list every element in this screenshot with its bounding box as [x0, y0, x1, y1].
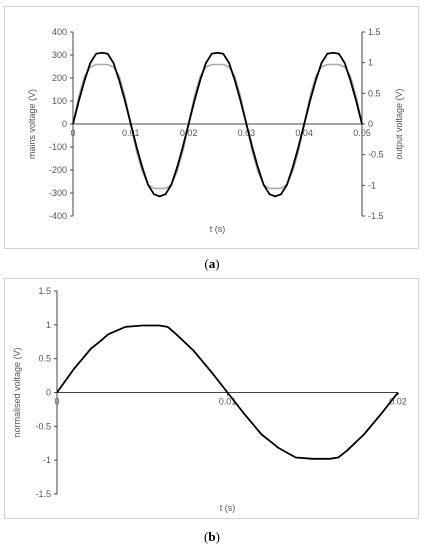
chart-b-x-axis-title: t (s): [220, 503, 236, 513]
chart-a-y-tick-label: 400: [52, 27, 67, 37]
chart-b-y-tick-label: 1.5: [38, 286, 51, 296]
chart-a-y2-tick-label: -0.5: [368, 150, 384, 160]
chart-a-x-tick-label: 0.03: [238, 128, 256, 138]
chart-b-x-tick-label: 0.01: [219, 397, 237, 407]
chart-a-y2-tick-label: 1: [368, 58, 373, 68]
chart-a-y-axis-title: mains voltage (V): [27, 89, 37, 159]
chart-a-x-tick-label: 0.02: [180, 128, 198, 138]
chart-b-y-tick-label: 1: [46, 320, 51, 330]
chart-a-y-tick-label: -300: [49, 188, 67, 198]
chart-a-y2-tick-label: 0.5: [368, 88, 381, 98]
chart-b-y-tick-label: -1.5: [35, 489, 51, 499]
chart-a-x-tick-label: 0.01: [122, 128, 140, 138]
caption-b: (b): [204, 529, 220, 544]
chart-a: 4003002001000-100-200-300-4001.510.50-0.…: [27, 27, 404, 234]
chart-a-y2-tick-label: -1.5: [368, 211, 384, 221]
chart-a-y2-tick-label: -1: [368, 180, 376, 190]
figure-panel-b: 1.5 1 0.5 0 -0.5 -1 -1.5 0 0.01 0.02 t (s) normalis…: [0, 278, 424, 550]
chart-b-y-tick-label: -1: [43, 455, 51, 465]
chart-frame-b: [4, 278, 419, 519]
chart-a-y-tick-label: 0: [62, 119, 67, 129]
chart-b-y-tick-label: 0.5: [38, 354, 51, 364]
caption-a-letter: a: [208, 256, 216, 271]
chart-a-y-tick-label: -400: [49, 211, 67, 221]
chart-a-series-line-1: [72, 63, 363, 190]
chart-b-x-tick-label: 0: [54, 397, 59, 407]
chart-b-y-tick-label: 0: [46, 388, 51, 398]
chart-a-y-tick-label: 300: [52, 50, 67, 60]
chart-a-y-tick-label: -200: [49, 165, 67, 175]
chart-a-x-tick-label: 0: [70, 128, 75, 138]
chart-b-series-line-1: [56, 324, 399, 460]
chart-a-y-tick-label: 200: [52, 73, 67, 83]
caption-a: (a): [204, 256, 220, 271]
chart-b-y-tick-label: -0.5: [35, 421, 51, 431]
chart-a-x-tick-label: 0.05: [353, 128, 371, 138]
chart-b: 1.5 1 0.5 0 -0.5 -1 -1.5 0 0.01 0.02 t (s) normalis…: [12, 286, 407, 513]
chart-b-x-tick-label: 0.02: [389, 397, 407, 407]
chart-a-x-axis-title: t (s): [210, 224, 226, 234]
chart-a-y-tick-label: -100: [49, 142, 67, 152]
chart-a-series-line-2: [72, 51, 363, 198]
chart-a-y2-axis-title: output voltage (V): [394, 88, 404, 159]
chart-b-y-axis-title: normalised voltage (V): [12, 347, 22, 437]
chart-a-y2-tick-label: 0: [368, 119, 373, 129]
figure-panel-a: 400 300 200 100 0 -100 -200 -300 -400 1.5 1 0.5 0 -0.…: [4, 6, 419, 271]
caption-b-letter: b: [208, 529, 216, 544]
chart-a-x-tick-label: 0.04: [295, 128, 313, 138]
chart-a-y2-tick-label: 1.5: [368, 27, 381, 37]
chart-a-y-tick-label: 100: [52, 96, 67, 106]
